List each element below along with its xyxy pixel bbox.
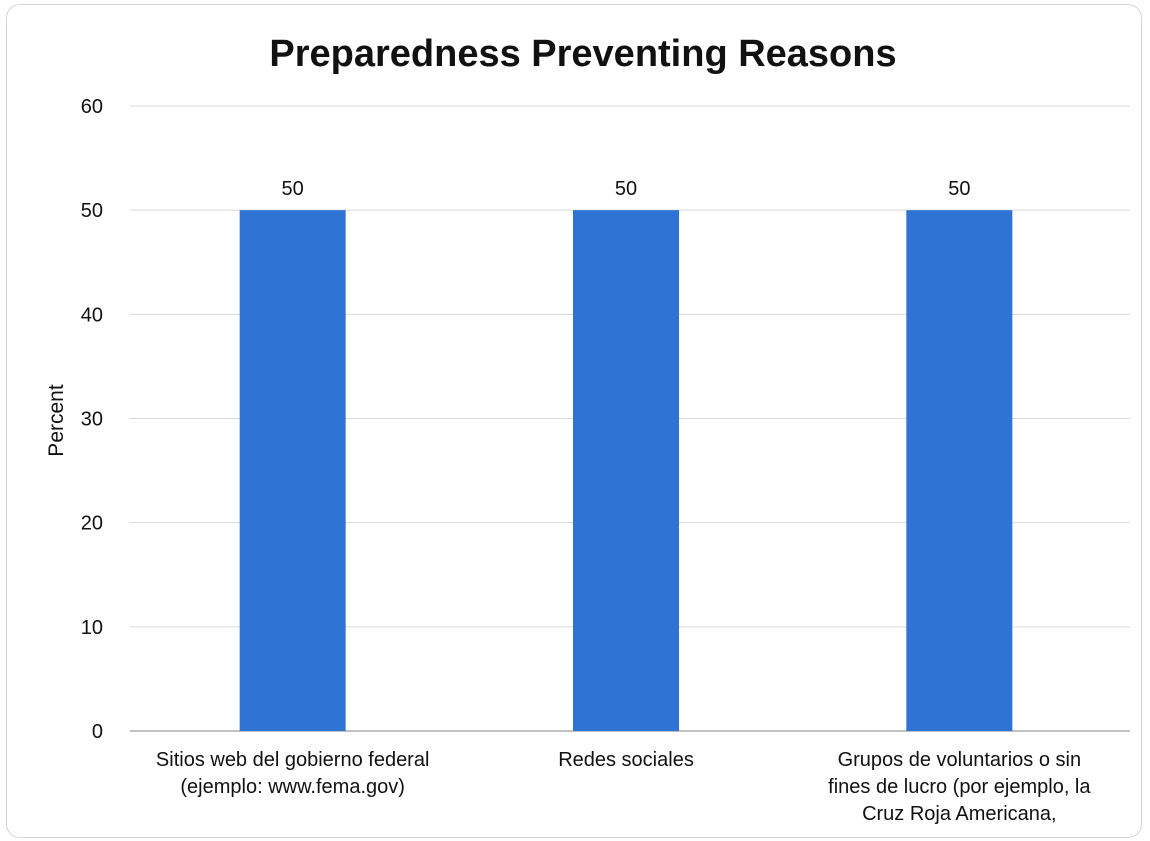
category-label-line: Sitios web del gobierno federal	[156, 749, 430, 771]
y-tick-label: 20	[81, 513, 103, 535]
category-label-line: Cruz Roja Americana,	[862, 803, 1057, 825]
chart-title: Preparedness Preventing Reasons	[269, 33, 896, 75]
bar	[906, 210, 1013, 731]
bars	[239, 210, 1013, 731]
data-labels: 50 50 50	[282, 178, 971, 200]
data-label: 50	[615, 178, 637, 200]
bar	[573, 210, 679, 731]
category-label-line: (ejemplo: www.fema.gov)	[180, 776, 405, 798]
y-tick-label: 40	[81, 304, 103, 326]
category-label: Sitios web del gobierno federal (ejemplo:…	[156, 749, 430, 798]
x-axis-categories: Sitios web del gobierno federal (ejemplo:…	[156, 749, 1091, 825]
category-label: Grupos de voluntarios o sin fines de lucr…	[828, 749, 1091, 825]
y-axis-ticks: 0 10 20 30 40 50 60	[81, 96, 103, 743]
category-label-line: fines de lucro (por ejemplo, la	[828, 776, 1091, 798]
category-label-line: Redes sociales	[558, 749, 694, 771]
y-tick-label: 10	[81, 617, 103, 639]
y-tick-label: 0	[92, 721, 103, 743]
data-label: 50	[282, 178, 304, 200]
category-label-line: Grupos de voluntarios o sin	[838, 749, 1081, 771]
category-label: Redes sociales	[558, 749, 694, 771]
y-tick-label: 60	[81, 96, 103, 118]
y-tick-label: 30	[81, 409, 103, 431]
data-label: 50	[948, 178, 970, 200]
y-axis-title: Percent	[45, 384, 68, 457]
bar	[239, 210, 346, 731]
y-tick-label: 50	[81, 200, 103, 222]
